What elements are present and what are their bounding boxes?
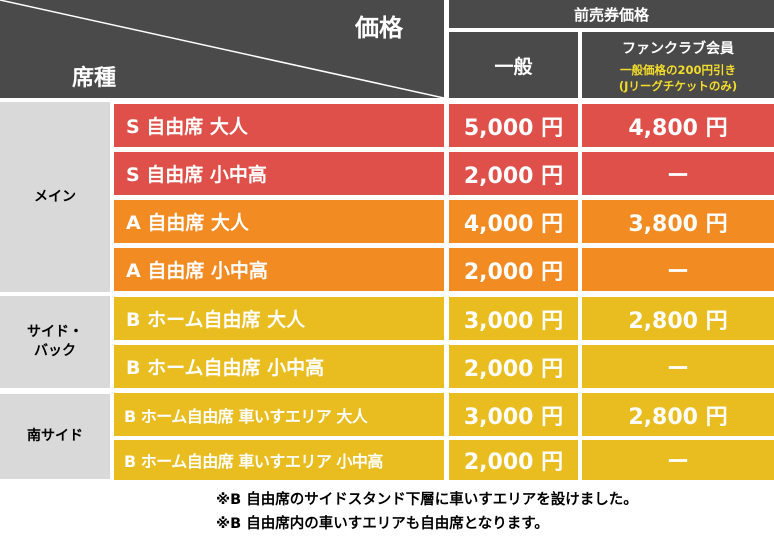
general-price-b-wheelchair-child: 2,000 円 <box>449 440 578 480</box>
general-price-b-home-child: 2,000 円 <box>449 345 578 388</box>
header-corner-cell: 価格 席種 <box>0 0 444 98</box>
seat-row-b-wheelchair-child: B ホーム自由席 車いすエリア 小中高 <box>114 440 444 480</box>
fanclub-price-b-home-child: ー <box>582 345 774 388</box>
general-price-b-home-adult: 3,000 円 <box>449 297 578 340</box>
seat-row-s-child: S 自由席 小中高 <box>114 152 444 195</box>
fanclub-price-b-wheelchair-child: ー <box>582 440 774 480</box>
general-price-s-child: 2,000 円 <box>449 152 578 195</box>
fanclub-discount-note: 一般価格の200円引き <box>619 63 736 77</box>
general-price-a-adult: 4,000 円 <box>449 200 578 243</box>
fanclub-price-a-adult: 3,800 円 <box>582 200 774 243</box>
advance-price-header: 前売券価格 <box>449 0 774 28</box>
fanclub-price-header: ファンクラブ会員 一般価格の200円引き (Jリーグチケットのみ) <box>582 32 774 98</box>
diagonal-divider <box>0 0 444 98</box>
fanclub-price-s-adult: 4,800 円 <box>582 104 774 147</box>
seat-row-b-wheelchair-adult: B ホーム自由席 車いすエリア 大人 <box>114 393 444 436</box>
group-side-back-line2: バック <box>34 343 76 359</box>
price-header-label: 価格 <box>355 14 403 42</box>
fanclub-jleague-note: (Jリーグチケットのみ) <box>618 79 738 93</box>
general-price-a-child: 2,000 円 <box>449 248 578 291</box>
seat-row-b-home-adult: B ホーム自由席 大人 <box>114 297 444 340</box>
general-price-b-wheelchair-adult: 3,000 円 <box>449 393 578 436</box>
fanclub-price-a-child: ー <box>582 248 774 291</box>
seat-type-header-label: 席種 <box>72 66 117 91</box>
seat-row-a-adult: A 自由席 大人 <box>114 200 444 243</box>
group-main: メイン <box>0 102 110 292</box>
seat-row-s-adult: S 自由席 大人 <box>114 104 444 147</box>
fanclub-title: ファンクラブ会員 <box>622 41 734 57</box>
fanclub-price-b-wheelchair-adult: 2,800 円 <box>582 393 774 436</box>
footnote-wheelchair-area: ※B 自由席のサイドスタンド下層に車いすエリアを設けました。 <box>216 492 638 508</box>
group-side-back: サイド・ バック <box>0 296 110 388</box>
seat-row-b-home-child: B ホーム自由席 小中高 <box>114 345 444 388</box>
general-price-header: 一般 <box>449 32 578 98</box>
group-side-back-line1: サイド・ <box>27 324 83 341</box>
fanclub-price-s-child: ー <box>582 152 774 195</box>
seat-row-a-child: A 自由席 小中高 <box>114 248 444 291</box>
fanclub-price-b-home-adult: 2,800 円 <box>582 297 774 340</box>
footnote-free-seating: ※B 自由席内の車いすエリアも自由席となります。 <box>216 516 549 532</box>
general-price-s-adult: 5,000 円 <box>449 104 578 147</box>
group-south-side: 南サイド <box>0 394 110 479</box>
